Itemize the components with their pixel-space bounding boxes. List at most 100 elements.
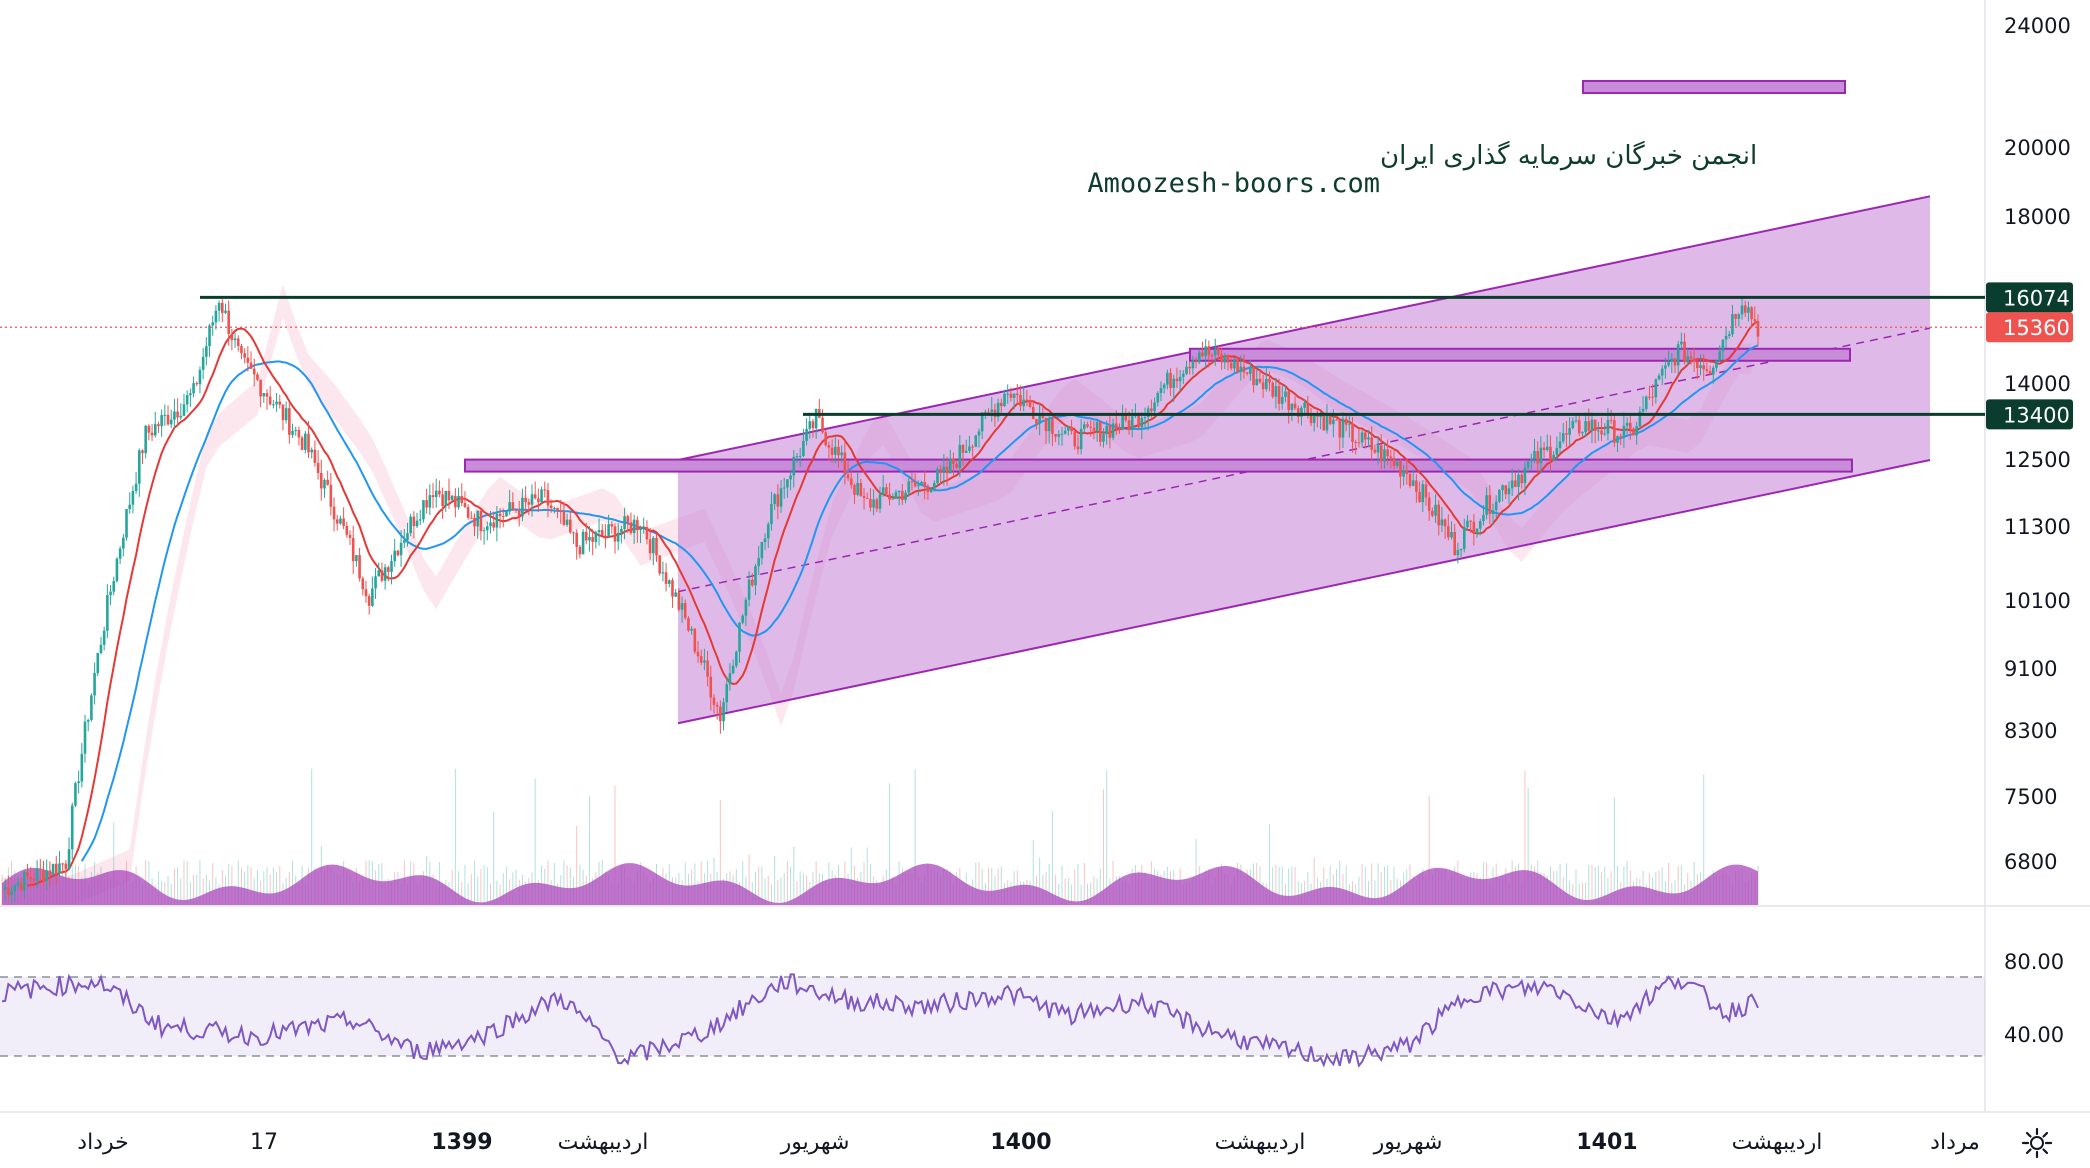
candle-body [1124,412,1128,421]
candle-body [393,550,397,562]
candle-body [150,432,154,436]
candle-body [268,396,272,405]
mid-zone[interactable] [464,458,1853,473]
candle-body [1268,378,1271,383]
candle-body [1555,447,1559,455]
target-zone[interactable] [1582,80,1846,94]
candle-body [498,513,502,517]
candle-body [1622,425,1626,437]
candle-body [412,516,416,527]
candle-body [316,462,320,474]
candle-body [42,869,45,881]
candle-body [840,452,843,456]
candle-body [923,481,926,487]
candle-body [1332,419,1335,425]
candle-body [1341,418,1345,438]
candle-body [1619,436,1623,438]
last-price-tag-text: 15360 [2003,316,2070,340]
candle-body [205,346,208,357]
candle-body [112,581,116,592]
candle-body [466,507,470,518]
candle-body [198,369,202,385]
candle-body [556,507,559,511]
candle-body [795,456,799,458]
candle-body [1536,451,1540,464]
candle-body [910,481,914,483]
candle-body [891,498,895,500]
upper-zone[interactable] [1189,347,1851,362]
candle-body [252,368,256,375]
candle-body [77,781,80,784]
candle-body [479,510,483,532]
candle-body [1545,446,1549,451]
candle-body [1392,457,1396,467]
candle-body [1354,441,1358,443]
settings-gear-icon[interactable] [2020,1126,2054,1160]
candle-body [169,419,173,425]
candle-body [636,519,639,531]
candle-body [1229,362,1233,369]
candle-body [600,530,604,536]
candle-body [1319,416,1322,418]
candle-body [521,497,524,517]
candle-body [1121,412,1124,430]
candle-body [932,482,936,490]
candle-body [13,885,17,892]
candle-body [1277,386,1281,404]
candle-body [1271,382,1275,397]
candle-body [1577,420,1581,434]
candle-body [3,887,7,891]
candle-body [1086,424,1089,427]
price-axis[interactable]: 24000 20000 18000 14000 12500 11300 10100 9100 8… [2004,14,2071,874]
candle-body [1434,504,1437,516]
candle-body [351,537,355,562]
candle-body [1185,366,1188,374]
candle-body [1756,321,1760,337]
candle-body [246,357,250,363]
candle-body [297,429,301,438]
candle-body [99,644,103,653]
time-tick-label: شهریور [780,1130,850,1155]
rsi-pane[interactable]: 80.00 40.00 [0,950,2064,1068]
candle-body [741,615,745,623]
candle-body [901,490,904,501]
candle-body [1038,414,1041,424]
candle-body [690,628,693,631]
candle-body [952,458,955,464]
candle-body [1705,369,1709,372]
candle-body [1632,428,1635,436]
candle-body [728,673,732,685]
candle-body [853,485,856,495]
candle-body [86,719,90,722]
candle-body [1584,421,1587,433]
time-axis[interactable]: خرداد 17 1399 اردیبهشت شهریور 1400 اردیبهشت شهر… [77,1130,1980,1155]
candle-body [1025,399,1029,401]
candle-body [364,589,368,597]
rsi-line [1,973,1759,1068]
candle-body [1597,430,1600,432]
price-tick-label: 7500 [2004,785,2057,809]
candle-body [1673,358,1677,366]
candle-body [747,579,751,600]
candle-body [1699,365,1702,369]
candle-body [1367,437,1370,440]
candle-body [1035,419,1038,424]
candle-body [371,588,374,606]
candle-body [1660,368,1664,376]
candle-body [584,531,588,541]
candle-body [249,362,253,369]
candle-body [476,510,480,527]
candle-body [872,499,875,508]
main-pane[interactable] [0,80,1985,908]
candle-body [1613,420,1616,443]
candle-body [454,495,457,508]
candle-body [153,424,157,436]
candle-body [1565,433,1568,435]
candle-body [144,425,147,454]
watermark-url: Amoozesh-boors.com [1087,168,1380,199]
candle-body [409,516,412,534]
time-tick-label: 1400 [990,1130,1051,1155]
candle-body [26,871,29,877]
candle-body [936,468,939,483]
